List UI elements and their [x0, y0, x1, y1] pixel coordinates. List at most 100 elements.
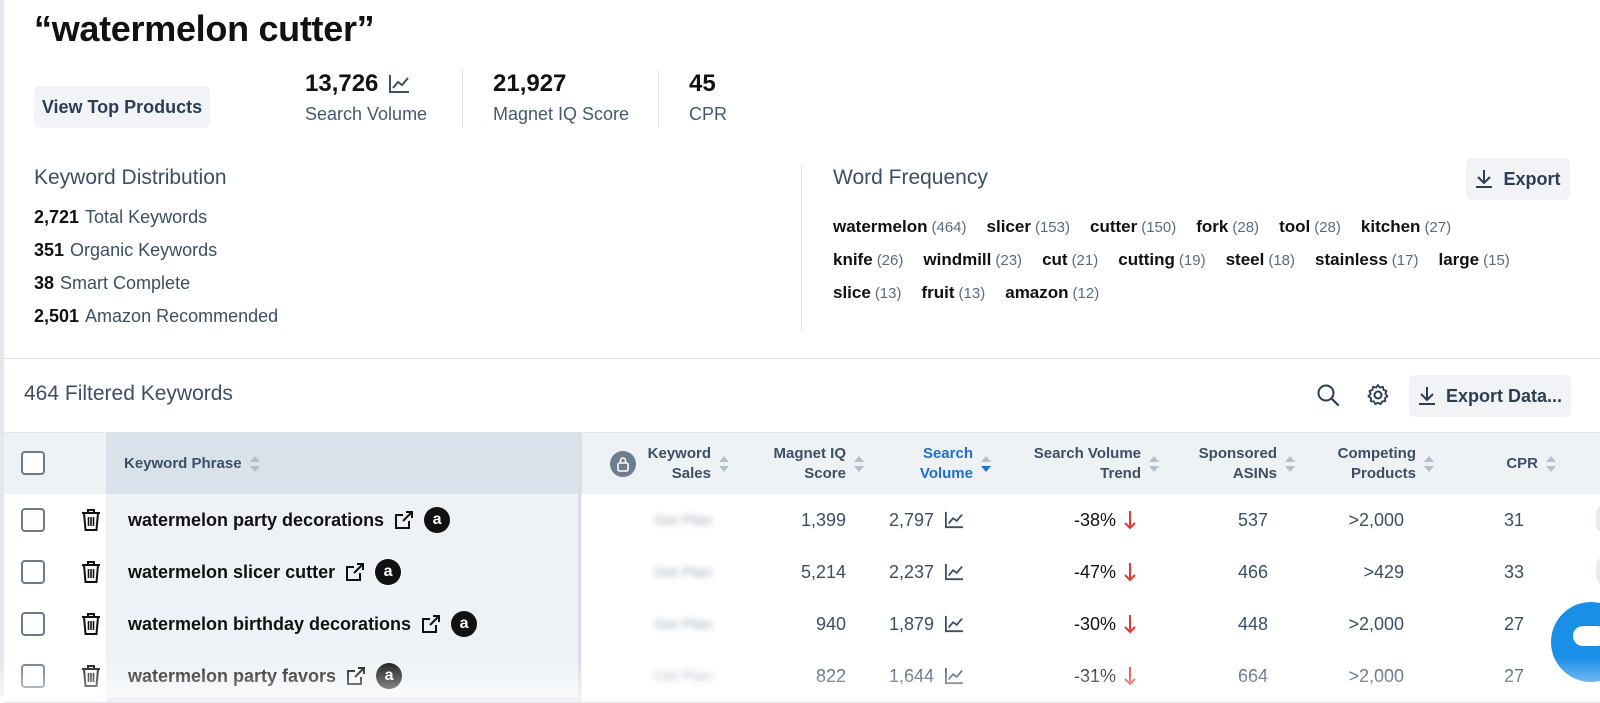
magnet-iq-cell: 822: [815, 665, 846, 686]
export-button[interactable]: Export: [1466, 158, 1570, 200]
search-icon[interactable]: [1313, 380, 1343, 410]
gear-icon[interactable]: [1363, 380, 1393, 410]
wf-count: (13): [958, 284, 986, 302]
wf-word: fork: [1196, 216, 1229, 236]
sponsored-asins-cell: 537: [1237, 509, 1268, 530]
header-keyword-phrase[interactable]: Keyword Phrase: [124, 433, 260, 495]
header-search-volume[interactable]: Search Volume: [869, 433, 991, 495]
wf-count: (18): [1268, 251, 1296, 269]
wf-count: (17): [1391, 251, 1419, 269]
keyword-phrase-cell: watermelon party decorations a: [128, 494, 451, 546]
external-link-icon[interactable]: [394, 510, 414, 530]
header-label: Keyword Phrase: [124, 455, 242, 472]
amazon-icon[interactable]: a: [375, 559, 402, 585]
kd-smart-complete: 38 Smart Complete: [34, 270, 278, 303]
amazon-icon[interactable]: a: [451, 611, 478, 637]
sort-icon: [1149, 455, 1159, 473]
keyword-distribution-list: 2,721 Total Keywords 351 Organic Keywords …: [34, 204, 278, 336]
external-link-icon[interactable]: [421, 614, 441, 634]
trash-icon[interactable]: [80, 664, 102, 688]
wf-count: (153): [1034, 218, 1070, 236]
view-top-products-button[interactable]: View Top Products: [34, 86, 210, 128]
keyword-phrase[interactable]: watermelon party decorations: [128, 509, 385, 530]
stat-label: Magnet IQ Score: [493, 104, 630, 124]
external-link-icon[interactable]: [346, 666, 366, 686]
trash-icon[interactable]: [80, 560, 102, 584]
trend-cell: -30%: [1024, 598, 1136, 650]
phrase-cell-bg: [106, 598, 582, 650]
header-label: Magnet IQ: [773, 445, 846, 462]
kd-label: Smart Complete: [60, 273, 191, 293]
chart-icon[interactable]: [388, 74, 410, 94]
chart-icon[interactable]: [944, 615, 964, 633]
select-all-checkbox[interactable]: [21, 451, 45, 475]
header-label: Competing: [1337, 445, 1416, 462]
word-frequency-list: watermelon (464) slicer (153) cutter (150) …: [833, 210, 1573, 309]
trash-icon[interactable]: [80, 612, 102, 636]
row-action-pill[interactable]: [1596, 504, 1600, 534]
table-row: watermelon party favors a Get Plan 822 1…: [4, 650, 1600, 703]
chart-icon[interactable]: [944, 667, 964, 685]
wf-word: windmill: [923, 249, 992, 269]
kd-count: 2,501: [34, 306, 80, 326]
search-volume-value: 1,644: [888, 665, 934, 686]
sponsored-asins-cell: 466: [1237, 561, 1268, 582]
amazon-icon[interactable]: a: [424, 507, 451, 533]
keyword-phrase[interactable]: watermelon slicer cutter: [128, 561, 336, 582]
row-action-pill[interactable]: [1596, 556, 1600, 586]
sponsored-asins-cell: 664: [1237, 665, 1268, 686]
row-checkbox[interactable]: [21, 560, 45, 584]
wf-item: tool (28): [1279, 217, 1341, 237]
header-search-volume-trend[interactable]: Search Volume Trend: [999, 433, 1159, 495]
stat-divider: [462, 70, 463, 128]
chart-icon[interactable]: [944, 511, 964, 529]
keyword-sales-locked: Get Plan: [654, 667, 713, 685]
wf-word: stainless: [1315, 249, 1388, 269]
row-checkbox[interactable]: [21, 664, 45, 688]
stat-cpr: 45 CPR: [689, 70, 727, 125]
keyword-phrase[interactable]: watermelon birthday decorations: [128, 613, 412, 634]
keyword-phrase-cell: watermelon slicer cutter a: [128, 546, 402, 598]
wf-item: knife (26): [833, 250, 903, 270]
stat-divider: [658, 70, 659, 128]
external-link-icon[interactable]: [345, 562, 365, 582]
kd-amazon-recommended: 2,501 Amazon Recommended: [34, 303, 278, 336]
trend-value: -30%: [1073, 613, 1116, 634]
header-magnet-iq-score[interactable]: Magnet IQ Score: [734, 433, 864, 495]
trash-icon[interactable]: [80, 508, 102, 532]
header-competing-products[interactable]: Competing Products: [1304, 433, 1434, 495]
arrow-down-icon: [1124, 615, 1136, 634]
wf-word: knife: [833, 249, 873, 269]
header-label: Sponsored: [1198, 445, 1277, 462]
row-checkbox[interactable]: [21, 612, 45, 636]
kd-label: Amazon Recommended: [85, 306, 279, 326]
chart-icon[interactable]: [944, 563, 964, 581]
header-label: Score: [804, 465, 846, 482]
amazon-icon[interactable]: a: [376, 663, 403, 689]
magnet-iq-cell: 940: [815, 613, 846, 634]
header-cpr[interactable]: CPR: [1464, 433, 1556, 495]
wf-item: windmill (23): [923, 250, 1022, 270]
keyword-sales-locked: Get Plan: [654, 615, 713, 633]
wf-count: (15): [1483, 251, 1510, 269]
wf-word: steel: [1225, 249, 1265, 269]
kd-label: Organic Keywords: [70, 240, 218, 260]
kd-label: Total Keywords: [85, 207, 208, 227]
header-keyword-sales[interactable]: Keyword Sales: [589, 433, 729, 495]
stat-value: 13,726: [305, 70, 379, 97]
header-sponsored-asins[interactable]: Sponsored ASINs: [1169, 433, 1295, 495]
kd-total-keywords: 2,721 Total Keywords: [34, 204, 278, 237]
sort-desc-icon: [981, 455, 991, 473]
search-volume-value: 2,237: [888, 561, 934, 582]
header-label: Search: [922, 445, 973, 462]
keyword-phrase[interactable]: watermelon party favors: [128, 665, 337, 686]
wf-count: (150): [1141, 218, 1177, 236]
header-label: ASINs: [1232, 465, 1277, 482]
phrase-header-bg: [106, 433, 582, 495]
sort-icon: [1546, 455, 1556, 473]
export-data-button[interactable]: Export Data...: [1409, 375, 1571, 417]
filtered-keywords-title: 464 Filtered Keywords: [24, 382, 233, 405]
row-checkbox[interactable]: [21, 508, 45, 532]
lock-icon: [609, 451, 636, 477]
stat-magnet-iq: 21,927 Magnet IQ Score: [493, 70, 629, 125]
